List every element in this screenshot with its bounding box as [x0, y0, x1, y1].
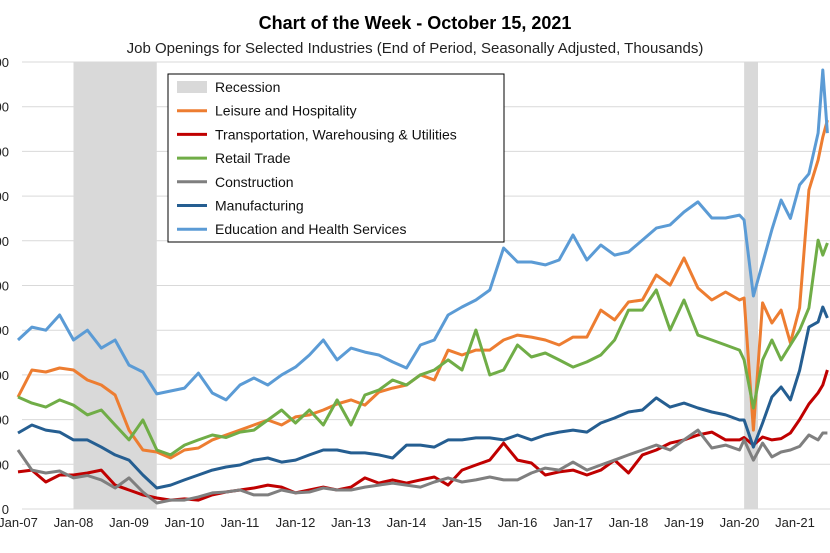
x-tick-label: Jan-16	[498, 515, 538, 530]
y-tick-label: 1600	[0, 144, 9, 159]
legend-label: Construction	[215, 174, 294, 190]
x-tick-label: Jan-14	[387, 515, 427, 530]
series-line-manufacturing	[17, 305, 829, 490]
x-tick-label: Jan-17	[553, 515, 593, 530]
series-line-construction	[16, 428, 828, 505]
chart-title: Chart of the Week - October 15, 2021	[259, 13, 572, 33]
x-tick-label: Jan-13	[331, 515, 371, 530]
legend: Recession Leisure and Hospitality Transpor…	[167, 73, 505, 243]
legend-label: Education and Health Services	[215, 221, 406, 237]
legend-label: Leisure and Hospitality	[215, 103, 357, 119]
legend-label: Manufacturing	[215, 198, 304, 214]
y-tick-label: 400	[0, 413, 9, 428]
x-tick-label: Jan-08	[54, 515, 94, 530]
x-tick-label: Jan-21	[775, 515, 815, 530]
y-tick-label: 2000	[0, 55, 9, 70]
legend-box	[167, 73, 505, 243]
x-axis-ticks: Jan-07 Jan-08 Jan-09 Jan-10 Jan-11 Jan-12 Jan-…	[0, 515, 815, 530]
y-axis-ticks: 0 200 400 600 800 1000 1200 1400 1600 1800 2000	[0, 55, 9, 517]
chart-subtitle: Job Openings for Selected Industries (En…	[127, 40, 704, 57]
x-tick-label: Jan-15	[442, 515, 482, 530]
legend-label: Recession	[215, 79, 280, 95]
x-tick-label: Jan-10	[165, 515, 205, 530]
y-tick-label: 0	[2, 502, 9, 517]
x-tick-label: Jan-11	[221, 515, 260, 530]
x-tick-label: Jan-09	[109, 515, 149, 530]
legend-swatch-recession	[177, 81, 207, 93]
series-line-transportation-warehousing-utilities	[17, 369, 829, 502]
legend-label: Retail Trade	[215, 150, 291, 166]
y-tick-label: 1000	[0, 279, 9, 294]
x-tick-label: Jan-07	[0, 515, 38, 530]
x-tick-label: Jan-18	[609, 515, 649, 530]
y-tick-label: 1400	[0, 189, 9, 204]
y-tick-label: 600	[0, 368, 9, 383]
x-tick-label: Jan-20	[720, 515, 760, 530]
series-line-leisure-and-hospitality	[16, 119, 829, 460]
y-tick-label: 1200	[0, 234, 9, 249]
y-tick-label: 1800	[0, 100, 9, 115]
series-lines	[16, 68, 829, 505]
legend-label: Transportation, Warehousing & Utilities	[215, 126, 457, 142]
x-tick-label: Jan-12	[276, 515, 316, 530]
y-tick-label: 200	[0, 457, 9, 472]
series-line-education-and-health-services	[16, 68, 829, 402]
series-line-retail-trade	[17, 238, 829, 457]
y-tick-label: 800	[0, 323, 9, 338]
x-tick-label: Jan-19	[664, 515, 704, 530]
